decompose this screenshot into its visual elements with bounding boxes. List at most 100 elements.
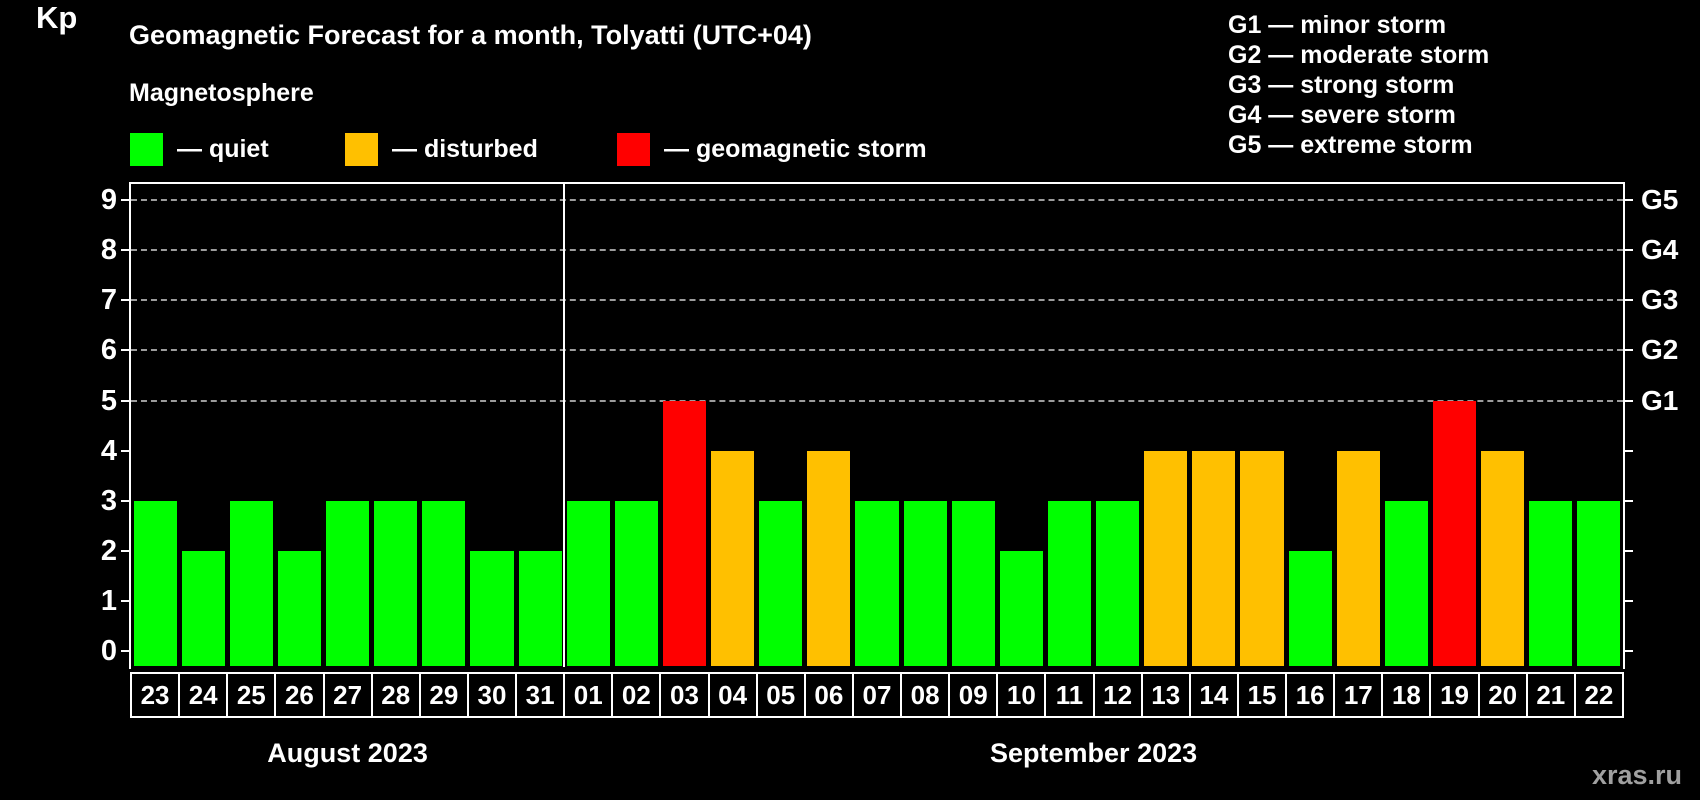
y-axis-tick-left-6 — [121, 349, 131, 352]
gridline-kp9 — [131, 199, 1623, 202]
bar-day-10 — [999, 550, 1043, 666]
date-cell-16-text: 16 — [1295, 680, 1325, 710]
bar-day-30 — [470, 550, 514, 666]
bar-day-19 — [1432, 400, 1477, 666]
date-cell-14: 14 — [1188, 672, 1239, 718]
y-axis-label-0-text: 0 — [100, 635, 117, 667]
y-axis-tick-right-9 — [1623, 199, 1633, 202]
legend-item-quiet: — quiet — [130, 133, 269, 166]
gridline-kp5 — [131, 399, 1623, 402]
bar-day-03 — [662, 400, 707, 666]
date-cell-08-text: 08 — [910, 680, 940, 710]
bar-day-18 — [1384, 500, 1428, 666]
bar-day-28 — [374, 500, 418, 666]
y-axis-label-0: 0 — [55, 635, 117, 667]
bar-day-17 — [1336, 450, 1380, 666]
date-cell-27-text: 27 — [333, 680, 363, 710]
date-cell-30-text: 30 — [477, 680, 507, 710]
date-cell-02-text: 02 — [621, 680, 651, 710]
right-axis-label-g5: G5 — [1641, 184, 1678, 216]
bar-day-29 — [422, 500, 466, 666]
date-cell-11-text: 11 — [1055, 680, 1084, 710]
date-cell-20-text: 20 — [1488, 680, 1518, 710]
date-cell-05-text: 05 — [766, 680, 796, 710]
date-cell-09: 09 — [948, 672, 999, 718]
y-axis-label-8: 8 — [55, 234, 117, 266]
date-cell-29-text: 29 — [429, 680, 459, 710]
month-label-1-text: September 2023 — [990, 738, 1198, 768]
y-axis-tick-right-5 — [1623, 399, 1633, 402]
date-cell-26: 26 — [274, 672, 325, 718]
date-cell-06-text: 06 — [814, 680, 844, 710]
date-cell-12-text: 12 — [1103, 680, 1133, 710]
date-cell-04-text: 04 — [718, 680, 748, 710]
month-label-0-text: August 2023 — [267, 738, 428, 768]
magnetosphere-legend-heading: Magnetosphere — [129, 79, 314, 107]
bar-day-15 — [1240, 450, 1284, 666]
right-axis-label-g2: G2 — [1641, 334, 1678, 366]
g4-legend-line: G4 — severe storm — [1228, 101, 1456, 129]
bar-day-04 — [711, 450, 755, 666]
y-axis-tick-right-3 — [1623, 499, 1633, 502]
bar-day-06 — [807, 450, 851, 666]
bar-day-11 — [1047, 500, 1092, 666]
bar-day-27 — [326, 500, 370, 666]
date-cell-24: 24 — [178, 672, 229, 718]
date-cell-25-text: 25 — [236, 680, 266, 710]
y-axis-label-1: 1 — [55, 585, 117, 617]
y-axis-label-8-text: 8 — [100, 234, 117, 267]
date-cell-18-text: 18 — [1391, 680, 1421, 710]
g2-legend-line: G2 — moderate storm — [1228, 41, 1490, 69]
date-cell-15-text: 15 — [1247, 680, 1277, 710]
date-cell-01-text: 01 — [573, 680, 603, 710]
y-axis-label-4: 4 — [55, 435, 117, 467]
date-cell-28: 28 — [370, 672, 421, 718]
y-axis-title: Kp — [36, 0, 78, 35]
month-label-0: August 2023 — [267, 738, 428, 769]
bar-day-26 — [277, 550, 321, 666]
y-axis-tick-left-9 — [121, 199, 131, 202]
date-cell-12: 12 — [1092, 672, 1143, 718]
y-axis-tick-left-5 — [121, 399, 131, 402]
date-cell-04: 04 — [707, 672, 758, 718]
date-cell-19-text: 19 — [1440, 680, 1469, 710]
right-axis-label-g1: G1 — [1641, 385, 1678, 417]
y-axis-label-9: 9 — [55, 184, 117, 216]
date-cell-26-text: 26 — [284, 680, 314, 710]
date-cell-23: 23 — [130, 672, 181, 718]
gridline-kp8 — [131, 249, 1623, 252]
y-axis-tick-right-8 — [1623, 249, 1633, 252]
disturbed-color-swatch — [345, 133, 378, 166]
y-axis-label-9-text: 9 — [100, 184, 117, 217]
y-axis-label-5-text: 5 — [100, 384, 117, 417]
plot-area — [129, 182, 1625, 669]
date-cell-20: 20 — [1477, 672, 1528, 718]
date-cell-10-text: 10 — [1006, 680, 1036, 710]
date-cell-31-text: 31 — [525, 680, 555, 710]
date-cell-08: 08 — [900, 672, 951, 718]
date-cell-18: 18 — [1381, 672, 1432, 718]
g5-legend-line: G5 — extreme storm — [1228, 131, 1473, 159]
right-axis-label-g2-text: G2 — [1641, 334, 1679, 366]
date-cell-03-text: 03 — [670, 680, 699, 710]
right-axis-label-g3: G3 — [1641, 284, 1678, 316]
y-axis-label-2: 2 — [55, 535, 117, 567]
date-cell-19: 19 — [1429, 672, 1480, 718]
gridline-kp6 — [131, 349, 1623, 352]
bar-day-20 — [1481, 450, 1525, 666]
y-axis-tick-left-8 — [121, 249, 131, 252]
watermark: xras.ru — [1591, 760, 1682, 790]
bar-day-12 — [1096, 500, 1140, 666]
y-axis-tick-left-4 — [121, 449, 131, 452]
date-cell-10: 10 — [996, 672, 1047, 718]
y-axis-label-2-text: 2 — [100, 534, 117, 567]
bar-day-31 — [518, 550, 562, 666]
y-axis-label-6: 6 — [55, 334, 117, 366]
bar-day-02 — [614, 500, 658, 666]
date-cell-28-text: 28 — [381, 680, 411, 710]
date-cell-15: 15 — [1236, 672, 1288, 718]
bar-day-05 — [759, 500, 803, 666]
right-axis-label-g1-text: G1 — [1641, 384, 1679, 416]
